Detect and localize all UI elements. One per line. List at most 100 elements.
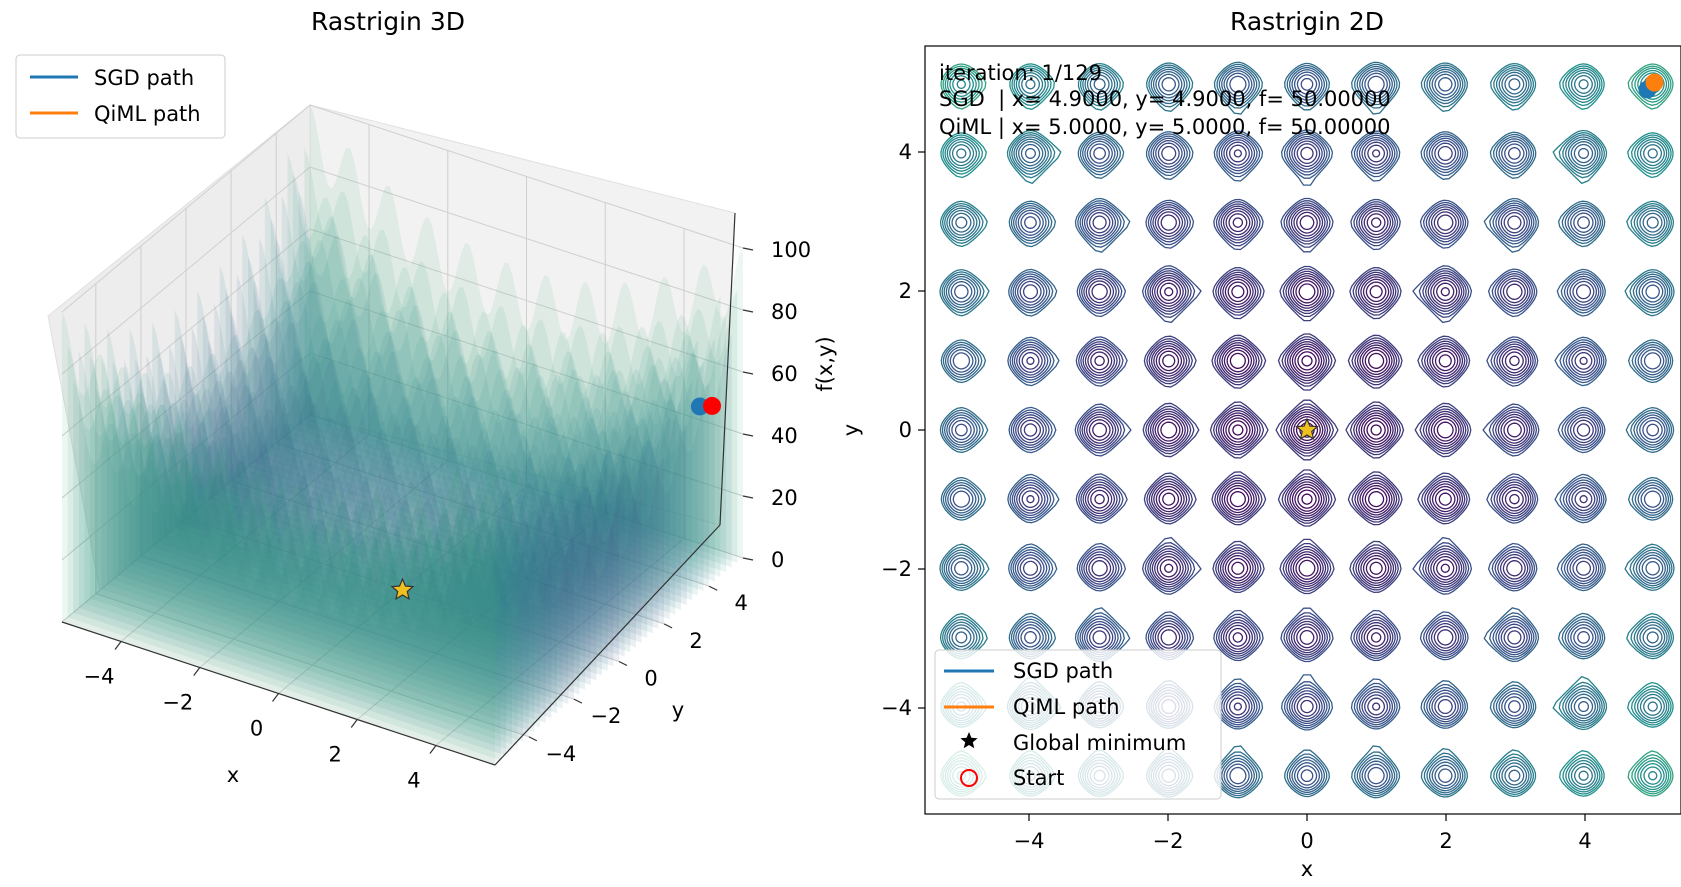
contour--5-2-17 bbox=[943, 273, 982, 311]
contour--1-0-0 bbox=[1232, 424, 1244, 436]
contour-3-1-8 bbox=[1496, 343, 1532, 379]
contour--3-3-12 bbox=[1081, 204, 1119, 242]
contour--1--2-5 bbox=[1222, 552, 1254, 584]
contour-0--4-11 bbox=[1288, 687, 1326, 725]
contour--1-5-18 bbox=[1213, 61, 1263, 115]
contour-5-4-19 bbox=[1643, 144, 1663, 164]
contour-2-3-6 bbox=[1437, 214, 1454, 231]
grid-3d bbox=[61, 104, 744, 746]
contour--1--4-9 bbox=[1225, 694, 1250, 719]
contour-5--3-15 bbox=[1646, 631, 1659, 644]
contour--5-2-16 bbox=[945, 275, 979, 309]
contour-5--3-18 bbox=[1636, 621, 1668, 653]
contour-1-0-7 bbox=[1349, 404, 1402, 456]
x-tick-3d-2 bbox=[272, 693, 279, 702]
contour-2-2-10 bbox=[1418, 267, 1470, 318]
contour-0-2-5 bbox=[1290, 275, 1324, 309]
contour-2-0-9 bbox=[1414, 402, 1472, 458]
contour-2-1-9 bbox=[1417, 335, 1471, 388]
contour-1-2-9 bbox=[1349, 266, 1402, 320]
surface-band-27 bbox=[214, 303, 648, 638]
contour-4--4-14 bbox=[1577, 701, 1590, 713]
contour-1-4-14 bbox=[1350, 130, 1401, 182]
info-iteration: iteration: 1/129 bbox=[939, 61, 1102, 85]
y-tick-label-2d-0: −4 bbox=[881, 696, 912, 720]
contour-0-0-7 bbox=[1279, 403, 1335, 457]
contour--2-3-12 bbox=[1145, 199, 1195, 249]
contour-5--1-16 bbox=[1631, 479, 1672, 519]
contour-5-0-15 bbox=[1633, 411, 1671, 449]
contour--3-1-11 bbox=[1075, 336, 1128, 387]
surface-band-34 bbox=[253, 278, 687, 606]
contour-0-4-8 bbox=[1296, 143, 1318, 165]
contour--5-1-15 bbox=[944, 344, 980, 379]
contour-0-4-14 bbox=[1280, 129, 1334, 186]
contour--3-1-6 bbox=[1087, 348, 1113, 374]
contour-0--1-3 bbox=[1291, 483, 1323, 515]
contour-2-0-2 bbox=[1436, 421, 1454, 439]
contour-2--2-6 bbox=[1430, 553, 1460, 583]
contour-4-0-10 bbox=[1567, 414, 1599, 446]
contour-4--5-22 bbox=[1565, 756, 1601, 793]
contour-3--5-20 bbox=[1493, 753, 1534, 796]
contour-5-3-16 bbox=[1642, 212, 1663, 233]
contour-2--5-18 bbox=[1423, 752, 1466, 796]
contour-1-3-4 bbox=[1370, 217, 1382, 228]
grid-z-2 bbox=[61, 290, 744, 499]
contour-4-0-7 bbox=[1576, 423, 1591, 437]
contour-2--2-4 bbox=[1436, 559, 1455, 578]
contour-0-5-14 bbox=[1291, 69, 1323, 101]
contour-4--1-9 bbox=[1571, 487, 1596, 512]
contour--5-5-23 bbox=[952, 75, 971, 94]
contour-0--3-7 bbox=[1290, 620, 1324, 654]
contour--1-2-2 bbox=[1231, 285, 1245, 299]
contour--2-3-8 bbox=[1154, 208, 1184, 238]
contour--2-1-2 bbox=[1162, 354, 1176, 368]
x-tick-3d-3 bbox=[350, 719, 358, 728]
contour--3-3-10 bbox=[1086, 209, 1114, 237]
contour-3--2-7 bbox=[1502, 556, 1526, 580]
contour-3--4-12 bbox=[1504, 696, 1525, 717]
contour--3-3-13 bbox=[1079, 202, 1122, 245]
contour-2--5-13 bbox=[1437, 768, 1453, 783]
contour--3-2-7 bbox=[1088, 280, 1112, 304]
contour--4--3-12 bbox=[1020, 627, 1041, 648]
surface-3d-panel: Rastrigin 3D −4−2024−4−2024020406080100 … bbox=[15, 7, 837, 793]
contour--5-3-16 bbox=[951, 212, 972, 233]
contour--1--1-1 bbox=[1229, 491, 1246, 508]
contour-1-0-5 bbox=[1355, 409, 1397, 451]
contour-4--2-11 bbox=[1569, 554, 1598, 582]
contour-5--4-18 bbox=[1647, 701, 1658, 712]
surface-band-6 bbox=[95, 388, 529, 737]
contour-5-1-13 bbox=[1640, 349, 1665, 373]
contour-4-1-11 bbox=[1565, 343, 1601, 379]
surface-band-30 bbox=[231, 312, 665, 624]
contour-3-1-4 bbox=[1509, 355, 1520, 367]
contour-5-2-17 bbox=[1632, 273, 1671, 311]
contour-0--1-2 bbox=[1294, 486, 1320, 512]
contour-3-4-12 bbox=[1504, 143, 1525, 164]
contour-0-4-13 bbox=[1283, 131, 1331, 179]
contour-0--3-11 bbox=[1280, 607, 1334, 663]
contour--1-1-1 bbox=[1229, 352, 1246, 369]
contour-0--4-9 bbox=[1293, 692, 1321, 720]
contour--3--1-8 bbox=[1082, 481, 1118, 517]
contour--1--2-9 bbox=[1212, 540, 1265, 594]
contour--3-3-8 bbox=[1092, 215, 1107, 230]
grid-z-5 bbox=[61, 104, 744, 313]
surface-band-19 bbox=[169, 344, 603, 676]
contour-5-4-24 bbox=[1627, 132, 1674, 179]
contour-5-5-26 bbox=[1634, 67, 1670, 103]
contour-3-0-6 bbox=[1500, 416, 1528, 444]
contour-4-3-17 bbox=[1557, 200, 1606, 248]
contour-1--2-7 bbox=[1355, 547, 1397, 589]
legend-3d: SGD path QiML path bbox=[15, 54, 226, 139]
surface-band-38 bbox=[276, 237, 710, 587]
x-axis-label-3d: x bbox=[227, 763, 239, 787]
contour--1-5-13 bbox=[1226, 72, 1250, 97]
contour-1--3-8 bbox=[1358, 619, 1394, 655]
contour--4-1-10 bbox=[1016, 346, 1046, 376]
contour-3-0-11 bbox=[1482, 403, 1540, 457]
x-tick-label-3d-4: 4 bbox=[407, 769, 420, 793]
contour--3-0-11 bbox=[1074, 403, 1132, 457]
